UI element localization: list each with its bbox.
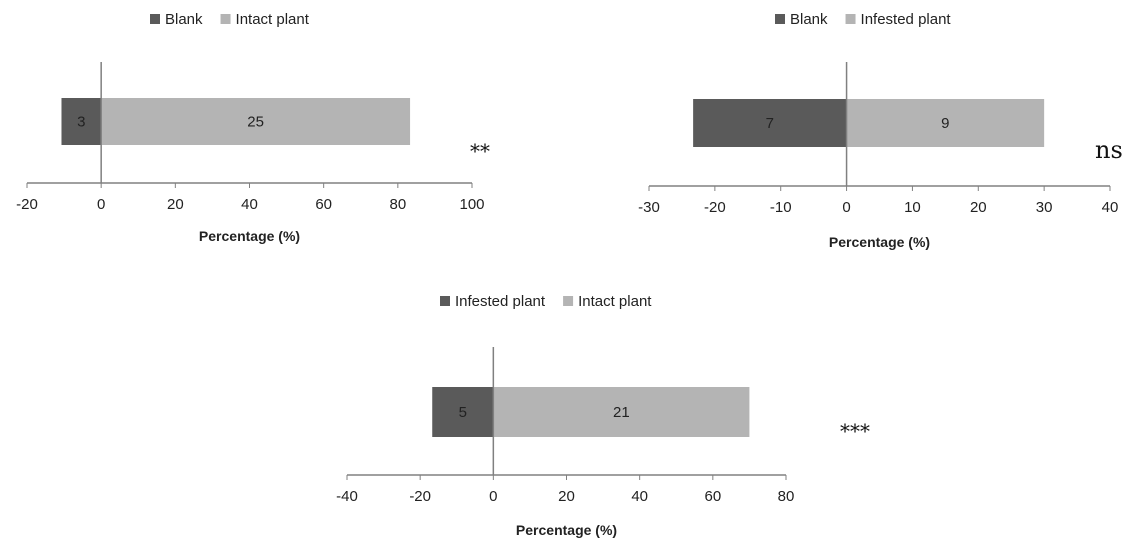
x-tick-label: -10	[770, 199, 792, 216]
bar	[693, 99, 847, 147]
bar-value-label: 5	[459, 404, 467, 421]
x-tick-label: 40	[631, 488, 648, 505]
x-tick-label: 0	[842, 199, 850, 216]
legend-swatch	[150, 14, 160, 24]
significance-label: **	[470, 139, 490, 163]
legend-label: Infested plant	[861, 11, 952, 28]
x-axis-title: Percentage (%)	[829, 234, 930, 250]
x-tick-label: 100	[459, 196, 484, 213]
bar	[101, 98, 411, 145]
bar	[493, 387, 750, 437]
x-tick-label: 20	[970, 199, 987, 216]
legend-label: Infested plant	[455, 293, 546, 310]
x-tick-label: 60	[315, 196, 332, 213]
x-tick-label: 80	[778, 488, 795, 505]
x-tick-label: 0	[97, 196, 105, 213]
legend: Blank Intact plant	[150, 11, 310, 28]
x-tick-label: 0	[489, 488, 497, 505]
x-tick-label: -30	[638, 199, 660, 216]
legend-label: Blank	[790, 11, 828, 28]
bar-value-label: 21	[613, 404, 630, 421]
legend-swatch	[775, 14, 785, 24]
x-tick-label: 40	[241, 196, 258, 213]
bar	[61, 98, 102, 145]
x-tick-label: 80	[389, 196, 406, 213]
x-tick-label: 20	[167, 196, 184, 213]
bar	[846, 99, 1045, 147]
legend: Blank Infested plant	[775, 11, 951, 28]
legend-label: Intact plant	[578, 293, 652, 310]
x-tick-label: 20	[558, 488, 575, 505]
legend-swatch	[220, 14, 231, 24]
legend-swatch	[563, 296, 574, 306]
legend: Infested plant Intact plant	[440, 293, 652, 310]
significance-label: ***	[840, 419, 870, 443]
x-axis-title: Percentage (%)	[199, 228, 300, 244]
bar-value-label: 3	[77, 114, 85, 131]
x-tick-label: -20	[409, 488, 431, 505]
bar-value-label: 7	[766, 115, 774, 132]
bar-value-label: 25	[247, 114, 264, 131]
x-tick-label: 10	[904, 199, 921, 216]
bar	[432, 387, 494, 437]
x-tick-label: -20	[704, 199, 726, 216]
x-tick-label: 40	[1102, 199, 1119, 216]
legend-swatch	[440, 296, 450, 306]
legend-label: Blank	[165, 11, 203, 28]
x-tick-label: 60	[704, 488, 721, 505]
significance-label: ns	[1095, 136, 1123, 164]
legend-swatch	[845, 14, 856, 24]
x-axis-title: Percentage (%)	[516, 522, 617, 538]
x-tick-label: 30	[1036, 199, 1053, 216]
x-tick-label: -40	[336, 488, 358, 505]
bar-value-label: 9	[941, 115, 949, 132]
x-tick-label: -20	[16, 196, 38, 213]
legend-label: Intact plant	[236, 11, 310, 28]
